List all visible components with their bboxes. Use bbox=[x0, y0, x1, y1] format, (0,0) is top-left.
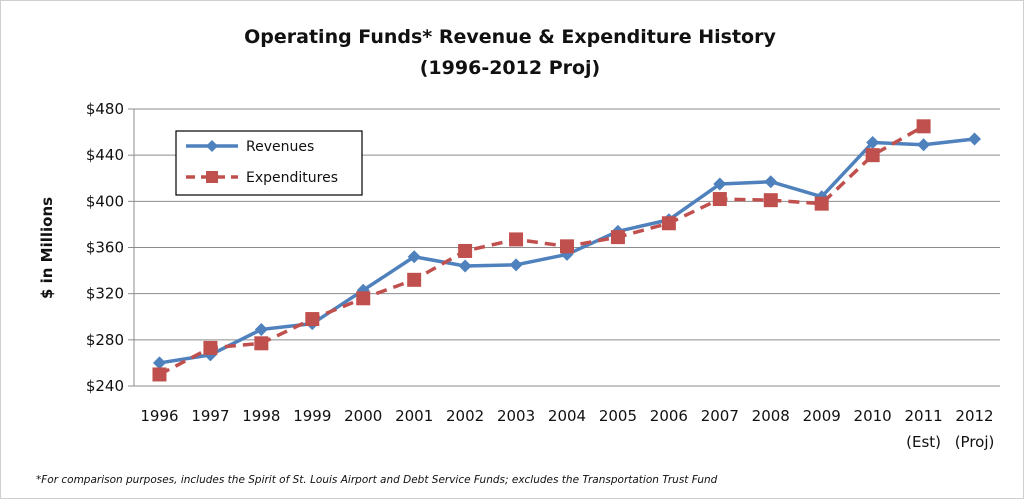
expenditures-point bbox=[763, 193, 778, 208]
x-tick-label: 1998 bbox=[242, 407, 280, 425]
revenues-point bbox=[764, 175, 778, 189]
revenues-point bbox=[866, 135, 880, 149]
chart-title: Operating Funds* Revenue & Expenditure H… bbox=[244, 26, 776, 48]
revenues-point bbox=[917, 138, 931, 152]
x-tick-label: 2006 bbox=[650, 407, 688, 425]
expenditures-point bbox=[712, 192, 727, 207]
expenditures-point bbox=[560, 239, 574, 254]
y-axis-label: $ in Millions bbox=[38, 197, 56, 299]
x-tick-label: 2001 bbox=[395, 407, 433, 425]
chart-subtitle: (1996-2012 Proj) bbox=[420, 57, 601, 79]
x-tick-label: 2005 bbox=[599, 407, 637, 425]
y-tick-label: $440 bbox=[86, 146, 124, 164]
x-tick-label: 2004 bbox=[548, 407, 586, 425]
expenditures-line bbox=[158, 124, 925, 377]
x-tick-label: 2012 bbox=[955, 407, 993, 425]
x-tick-label: 1996 bbox=[140, 407, 178, 425]
y-tick-label: $280 bbox=[86, 331, 124, 349]
x-tick-label: 2000 bbox=[344, 407, 382, 425]
expenditures-point bbox=[254, 336, 269, 351]
expenditures-point bbox=[152, 367, 167, 382]
x-tick-sublabel: (Est) bbox=[906, 433, 941, 451]
gridlines bbox=[128, 108, 1000, 387]
x-tick-label: 2003 bbox=[497, 407, 535, 425]
footnote: *For comparison purposes, includes the S… bbox=[36, 474, 718, 486]
revenues-point bbox=[713, 177, 727, 191]
legend: Revenues Expenditures bbox=[175, 130, 363, 196]
legend-revenues-label: Revenues bbox=[246, 139, 314, 155]
expenditures-point bbox=[458, 243, 473, 258]
y-tick-label: $320 bbox=[86, 285, 124, 303]
x-axis-ticks: 1996 1997 1998 1999 2000 2001 2002 2003 2004 2005… bbox=[140, 407, 994, 451]
revenues-point bbox=[458, 259, 472, 273]
revenues-point bbox=[968, 132, 982, 146]
revenues-point bbox=[254, 322, 268, 336]
legend-expenditures-marker bbox=[206, 171, 218, 183]
x-tick-label: 2002 bbox=[446, 407, 484, 425]
series-expenditures bbox=[152, 119, 931, 382]
x-tick-label: 2010 bbox=[854, 407, 892, 425]
x-tick-label: 2011 bbox=[904, 407, 942, 425]
expenditures-point bbox=[916, 119, 931, 134]
y-tick-label: $480 bbox=[86, 100, 124, 118]
expenditures-point bbox=[509, 232, 524, 247]
x-tick-label: 1999 bbox=[293, 407, 331, 425]
x-tick-sublabel: (Proj) bbox=[955, 433, 995, 451]
x-tick-label: 2008 bbox=[752, 407, 790, 425]
revenues-point bbox=[509, 258, 523, 272]
expenditures-point bbox=[356, 291, 371, 306]
x-tick-label: 1997 bbox=[191, 407, 229, 425]
revenues-point bbox=[407, 250, 421, 264]
expenditures-point bbox=[305, 312, 320, 327]
legend-revenues-marker bbox=[206, 140, 218, 152]
revenues-point bbox=[152, 356, 166, 370]
y-tick-label: $400 bbox=[86, 192, 124, 210]
legend-box bbox=[175, 130, 363, 196]
expenditures-point bbox=[661, 216, 676, 231]
legend-expenditures-label: Expenditures bbox=[246, 170, 338, 186]
series-layer bbox=[152, 119, 982, 382]
x-tick-label: 2007 bbox=[701, 407, 739, 425]
expenditures-point bbox=[610, 230, 625, 245]
expenditures-point bbox=[814, 196, 829, 211]
y-tick-label: $360 bbox=[86, 239, 124, 257]
expenditures-point bbox=[407, 272, 422, 287]
y-tick-label: $240 bbox=[86, 377, 124, 395]
y-axis-ticks: $240 $280 $320 $360 $400 $440 $480 bbox=[86, 100, 124, 395]
expenditures-point bbox=[865, 148, 880, 163]
x-tick-label: 2009 bbox=[803, 407, 841, 425]
expenditures-point bbox=[203, 340, 218, 355]
